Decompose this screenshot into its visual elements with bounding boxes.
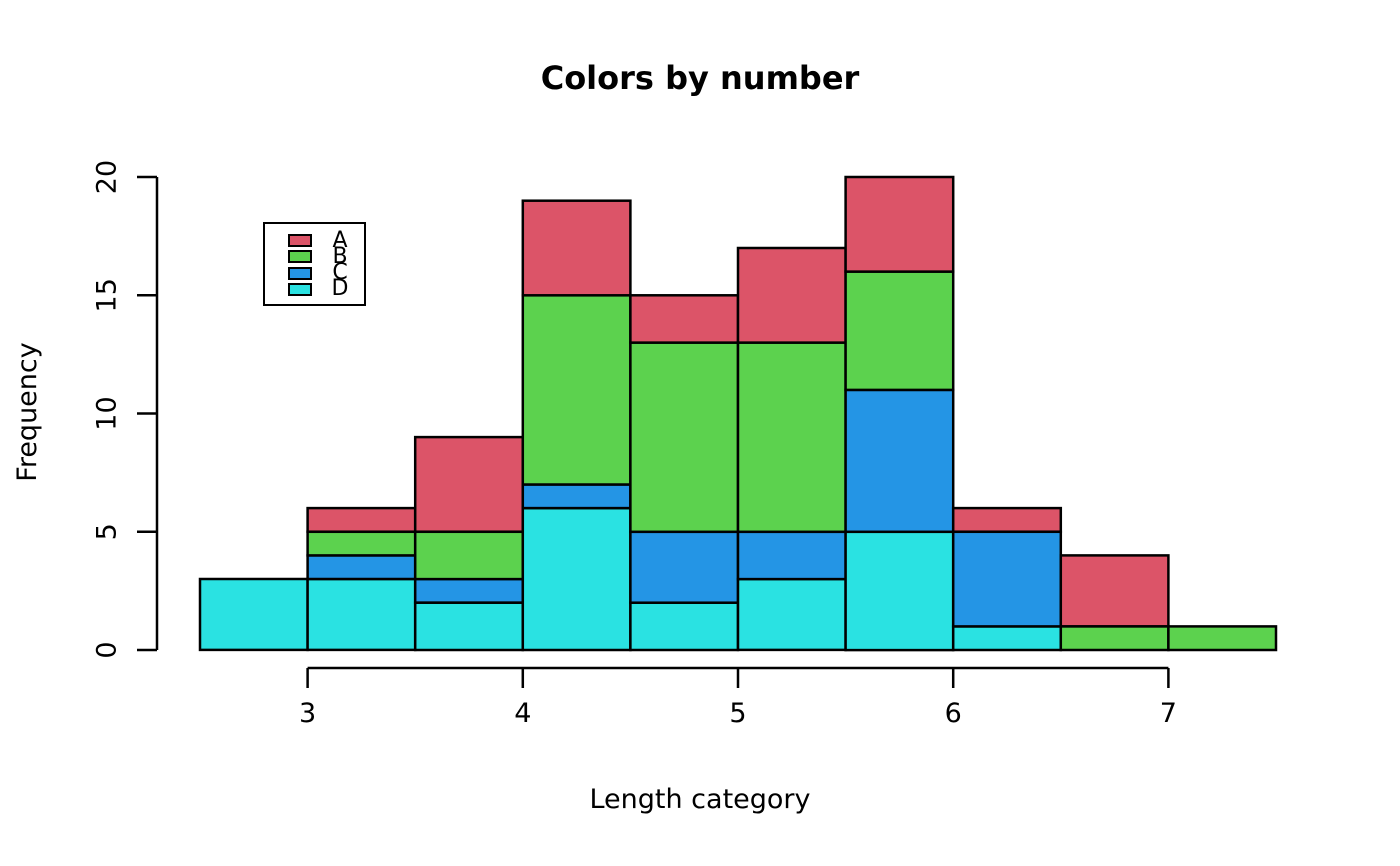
bar-segment-a-bin2	[413, 435, 525, 533]
bar-segment-a-bin5	[736, 246, 847, 344]
bar-segment-b-bin5	[736, 341, 847, 534]
bar-segment-c-bin1	[306, 554, 417, 581]
bar-segment-b-bin9	[1167, 625, 1278, 652]
legend-swatch-a	[288, 234, 312, 247]
bar-segment-b-bin2	[413, 530, 525, 581]
y-axis-tick-label: 20	[92, 160, 123, 194]
x-axis-tick-label: 7	[1160, 698, 1177, 729]
y-axis-tick-label: 5	[92, 523, 123, 540]
bar-segment-a-bin1	[306, 506, 417, 533]
bar-segment-a-bin3	[521, 199, 632, 297]
bar-segment-c-bin2	[413, 577, 525, 604]
x-axis-tick-label: 5	[729, 698, 746, 729]
bar-segment-a-bin4	[629, 294, 740, 344]
bar-segment-d-bin5	[736, 577, 847, 652]
legend-swatch-b	[288, 250, 312, 264]
bar-segment-d-bin1	[306, 577, 417, 652]
bar-segment-b-bin6	[844, 270, 955, 392]
legend-label-b: B	[332, 243, 348, 269]
legend-swatch-c	[288, 266, 312, 280]
bar-segment-a-bin8	[1059, 554, 1170, 628]
bar-segment-c-bin6	[844, 388, 955, 534]
x-axis-tick-label: 4	[514, 698, 531, 729]
bar-segment-d-bin0	[198, 577, 309, 652]
bar-segment-c-bin5	[736, 530, 847, 581]
bar-segment-c-bin4	[629, 530, 740, 604]
bar-segment-a-bin7	[951, 506, 1063, 533]
chart-title: Colors by number	[540, 59, 860, 97]
y-axis-tick-label: 10	[92, 396, 123, 430]
bar-segment-d-bin2	[413, 601, 525, 652]
bar-segment-b-bin3	[521, 294, 632, 486]
y-axis-tick-label: 0	[92, 641, 123, 658]
bar-segment-d-bin4	[629, 601, 740, 652]
bar-segment-b-bin8	[1059, 625, 1170, 652]
bar-segment-c-bin7	[951, 530, 1063, 628]
x-axis-title: Length category	[589, 784, 811, 815]
legend-label-d: D	[331, 276, 349, 302]
x-axis-tick-label: 6	[945, 698, 962, 729]
legend-label-a: A	[332, 227, 348, 253]
bar-segment-d-bin7	[951, 625, 1063, 652]
bar-segment-c-bin3	[521, 483, 632, 510]
bar-segment-d-bin3	[521, 506, 632, 652]
bar-segment-d-bin6	[844, 530, 955, 652]
legend-label-c: C	[332, 260, 348, 286]
bar-segment-b-bin1	[306, 530, 417, 557]
legend-swatch-d	[288, 282, 312, 296]
bar-segment-a-bin6	[844, 175, 955, 273]
bar-segment-b-bin4	[629, 341, 740, 534]
x-axis-tick-label: 3	[299, 698, 316, 729]
y-axis-tick-label: 15	[92, 278, 123, 312]
